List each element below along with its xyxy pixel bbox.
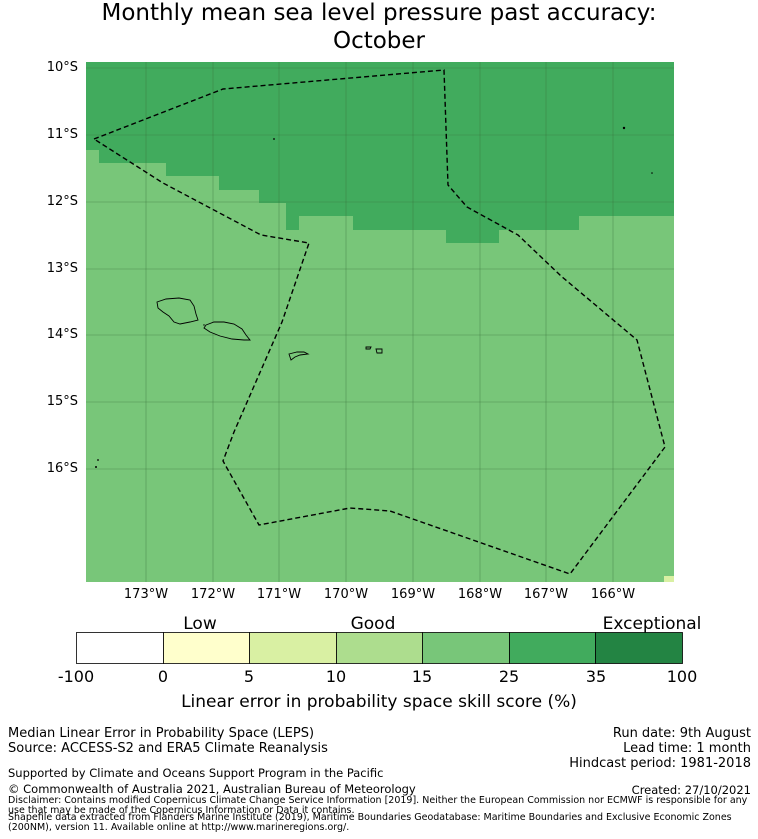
- lat-label-12s: 12°S: [46, 194, 78, 209]
- map-title-line1: Monthly mean sea level pressure past acc…: [101, 0, 657, 26]
- lon-label-173w: 173°W: [123, 587, 169, 602]
- colorbar-tick-10: 10: [325, 667, 347, 686]
- ofu-island: [365, 346, 372, 350]
- lat-label-15s: 15°S: [46, 394, 78, 409]
- colorbar-segment-7: [595, 632, 683, 664]
- lon-label-171w: 171°W: [256, 587, 302, 602]
- colorbar: [76, 632, 683, 664]
- small-islets: [95, 126, 653, 468]
- support-text: Supported by Climate and Oceans Support …: [8, 766, 384, 780]
- lon-label-166w: 166°W: [590, 587, 636, 602]
- lon-label-167w: 167°W: [523, 587, 569, 602]
- colorbar-label: Linear error in probability space skill …: [181, 692, 577, 712]
- legend-category-exceptional: Exceptional: [602, 614, 702, 634]
- colorbar-segment-1: [76, 632, 164, 664]
- lon-label-168w: 168°W: [457, 587, 503, 602]
- shapefile-credit-text: Shapefile data extracted from Flanders M…: [8, 812, 732, 833]
- skill-region-25-35: [86, 62, 674, 243]
- colorbar-segment-4: [336, 632, 423, 664]
- colorbar-segment-2: [163, 632, 250, 664]
- lat-label-14s: 14°S: [46, 327, 78, 342]
- hindcast-text: Hindcast period: 1981-2018: [569, 756, 751, 771]
- colorbar-tick-15: 15: [411, 667, 433, 686]
- map-title-line2: October: [332, 28, 426, 54]
- colorbar-tick-100: 100: [666, 667, 698, 686]
- skill-map: [86, 62, 674, 582]
- skill-cell-edge: [664, 576, 674, 582]
- colorbar-tick-35: 35: [585, 667, 607, 686]
- lat-label-11s: 11°S: [46, 127, 78, 142]
- legend-category-good: Good: [350, 614, 396, 634]
- colorbar-segment-3: [249, 632, 337, 664]
- lat-label-16s: 16°S: [46, 461, 78, 476]
- lead-time-text: Lead time: 1 month: [623, 741, 751, 756]
- tutuila-island: [288, 351, 310, 361]
- lat-label-10s: 10°S: [46, 60, 78, 75]
- source-text: Source: ACCESS-S2 and ERA5 Climate Reana…: [8, 741, 328, 756]
- lon-label-172w: 172°W: [190, 587, 236, 602]
- colorbar-segment-5: [422, 632, 510, 664]
- created-text: Created: 27/10/2021: [631, 783, 751, 797]
- run-date-text: Run date: 9th August: [612, 726, 751, 741]
- colorbar-segment-6: [509, 632, 596, 664]
- upolu-island: [203, 321, 251, 341]
- copyright-text: © Commonwealth of Australia 2021, Austra…: [8, 782, 416, 796]
- legend-category-low: Low: [183, 614, 217, 634]
- savaii-island: [156, 297, 199, 325]
- lon-label-170w: 170°W: [323, 587, 369, 602]
- maritime-boundary: [93, 69, 666, 575]
- lat-label-13s: 13°S: [46, 261, 78, 276]
- tau-island: [375, 348, 383, 354]
- lon-label-169w: 169°W: [390, 587, 436, 602]
- islands: [156, 297, 383, 361]
- colorbar-tick-0: 0: [157, 667, 169, 686]
- colorbar-tick-minus100: -100: [57, 667, 95, 686]
- colorbar-tick-5: 5: [243, 667, 255, 686]
- method-text: Median Linear Error in Probability Space…: [8, 726, 315, 741]
- disclaimer-text: Disclaimer: Contains modified Copernicus…: [8, 795, 748, 816]
- colorbar-tick-25: 25: [498, 667, 520, 686]
